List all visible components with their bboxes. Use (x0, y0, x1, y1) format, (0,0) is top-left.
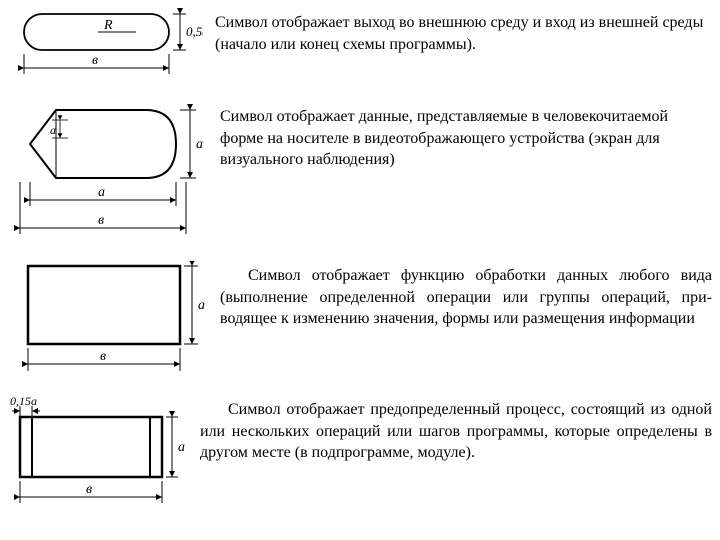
label-a-right: а (196, 137, 203, 152)
predefined-svg: 0,15а а в (8, 395, 188, 515)
diagram-display: а а а в (8, 102, 208, 247)
diagram-terminator: R 0,5а в (8, 8, 203, 88)
diagram-predefined: 0,15а а в (8, 395, 188, 515)
desc-process: Символ отображает функцию обработки данн… (208, 261, 712, 330)
symbol-row-display: а а а в Символ отображает данные, предст… (8, 102, 712, 247)
dim-bottom-terminator: в (92, 53, 98, 68)
desc-display: Символ отображает данные, представляемые… (208, 102, 712, 171)
diagram-process: а в (8, 261, 208, 381)
desc-predefined: Символ отображает предопределенный проце… (188, 395, 712, 464)
dim-bottom-predefined: в (86, 482, 92, 497)
dim-full-bottom: в (98, 213, 104, 228)
display-svg: а а а в (8, 102, 208, 247)
dim-bottom-process: в (100, 349, 106, 364)
dim-shape-bottom: а (98, 185, 105, 200)
dim-right-predefined: а (178, 440, 185, 455)
desc-terminator: Символ отображает выход во внешнюю среду… (203, 8, 712, 55)
symbol-row-process: а в Символ отображает функцию обработки … (8, 261, 712, 381)
dim-right-terminator: 0,5а (186, 24, 203, 39)
terminator-svg: R 0,5а в (8, 8, 203, 88)
dim-right-process: а (198, 298, 205, 313)
label-R: R (103, 18, 113, 33)
label-a-inner: а (50, 123, 56, 137)
symbol-row-terminator: R 0,5а в Символ отображает выход во внеш… (8, 8, 712, 88)
symbol-row-predefined: 0,15а а в Символ отображает предопределе… (8, 395, 712, 515)
process-svg: а в (8, 261, 208, 381)
dim-top-predefined: 0,15а (10, 395, 37, 408)
